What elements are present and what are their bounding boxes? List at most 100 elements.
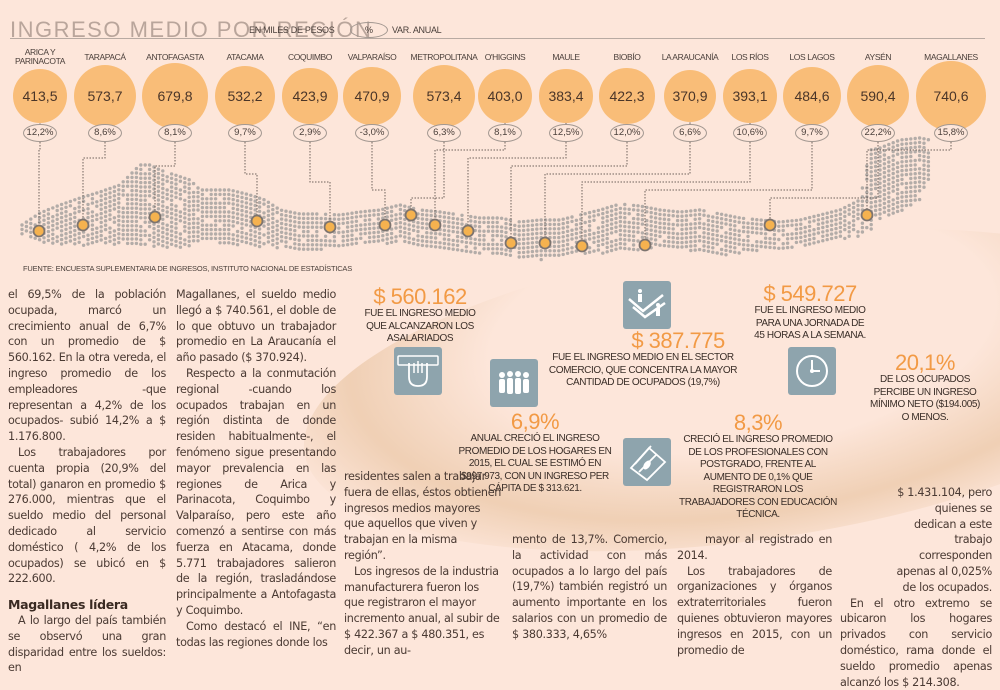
map-dot — [130, 215, 134, 219]
map-dot — [904, 199, 909, 203]
map-dot — [420, 234, 425, 239]
map-dot — [209, 232, 213, 236]
map-dot — [257, 196, 262, 200]
map-dot — [640, 235, 645, 239]
map-dot — [310, 221, 315, 225]
map-dot — [222, 232, 227, 236]
map-dot — [297, 220, 301, 225]
map-dot — [183, 211, 187, 216]
map-dot — [68, 226, 73, 230]
map-dot — [917, 153, 922, 158]
map-dot — [306, 212, 310, 216]
map-dot — [64, 210, 68, 214]
map-dot — [130, 224, 134, 228]
map-dot — [491, 229, 495, 233]
map-dot — [143, 185, 147, 189]
map-dot — [121, 232, 125, 237]
map-dot — [227, 201, 231, 205]
map-dot — [416, 216, 420, 220]
map-dot — [139, 242, 143, 246]
map-dot — [99, 207, 103, 211]
map-dot — [755, 248, 759, 253]
map-dot — [878, 199, 882, 203]
map-dot — [73, 215, 77, 220]
map-dot — [675, 236, 680, 240]
map-dot — [271, 216, 275, 221]
map-dot — [139, 189, 143, 194]
map-dot — [891, 207, 895, 211]
map-dot — [205, 223, 209, 227]
map-dot — [882, 144, 887, 148]
map-dot — [887, 164, 891, 169]
map-dot — [882, 210, 887, 214]
map-dot — [917, 189, 922, 193]
map-dot — [191, 195, 196, 199]
map-dot — [350, 229, 354, 233]
map-dot — [438, 241, 442, 245]
map-dot — [315, 225, 319, 229]
stat-value: $ 387.775 — [631, 328, 725, 353]
map-dot — [161, 239, 165, 243]
map-dot — [407, 232, 411, 236]
region-pin — [378, 218, 392, 232]
map-dot — [609, 244, 614, 248]
map-dot — [350, 242, 354, 246]
map-dot — [433, 209, 438, 214]
region-label: METROPOLITANA — [404, 46, 484, 68]
region-label: MAGALLANES — [911, 46, 991, 68]
map-dot — [257, 209, 262, 214]
map-dot — [570, 237, 574, 241]
map-dot — [249, 198, 253, 202]
map-dot — [873, 151, 878, 155]
map-dot — [275, 232, 279, 237]
map-dot — [891, 176, 895, 180]
map-dot — [794, 218, 799, 223]
map-dot — [772, 237, 777, 241]
map-dot — [231, 233, 235, 237]
map-dot — [416, 229, 420, 234]
stat-minimo: 20,1% DE LOS OCUPADOS PERCIBE UN INGRESO… — [870, 352, 980, 424]
map-dot — [249, 202, 253, 206]
map-dot — [354, 215, 359, 219]
map-dot — [293, 211, 297, 215]
map-dot — [134, 210, 139, 215]
map-dot — [596, 226, 601, 230]
map-dot — [799, 231, 803, 235]
map-dot — [143, 172, 147, 176]
map-dot — [627, 229, 631, 233]
map-dot — [455, 243, 460, 248]
map-dot — [174, 195, 178, 199]
map-dot — [469, 219, 473, 223]
map-dot — [746, 225, 750, 230]
map-dot — [759, 227, 763, 231]
map-dot — [587, 250, 592, 254]
map-dot — [416, 238, 420, 242]
map-dot — [719, 225, 724, 230]
map-dot — [420, 243, 425, 248]
annual-change-pill: 6,6% — [673, 124, 707, 142]
map-dot — [821, 212, 825, 216]
map-dot — [315, 247, 319, 251]
map-dot — [187, 226, 191, 230]
map-dot — [350, 224, 354, 229]
map-dot — [209, 201, 213, 205]
map-dot — [350, 237, 354, 242]
map-dot — [689, 240, 693, 244]
map-dot — [521, 219, 526, 224]
map-dot — [64, 232, 68, 236]
map-dot — [143, 194, 147, 198]
map-dot — [103, 197, 108, 201]
map-dot — [860, 221, 865, 225]
map-dot — [926, 138, 931, 142]
map-dot — [407, 205, 411, 209]
map-dot — [878, 159, 882, 163]
map-dot — [165, 179, 169, 183]
map-dot — [838, 225, 843, 230]
map-dot — [473, 220, 477, 224]
map-dot — [711, 232, 715, 237]
map-dot — [557, 231, 561, 235]
map-dot — [288, 236, 293, 241]
annual-change-pill: 8,1% — [488, 124, 522, 142]
map-dot — [706, 240, 711, 245]
stat-comercio: $ 387.775 FUE EL INGRESO MEDIO EN EL SEC… — [548, 330, 738, 390]
